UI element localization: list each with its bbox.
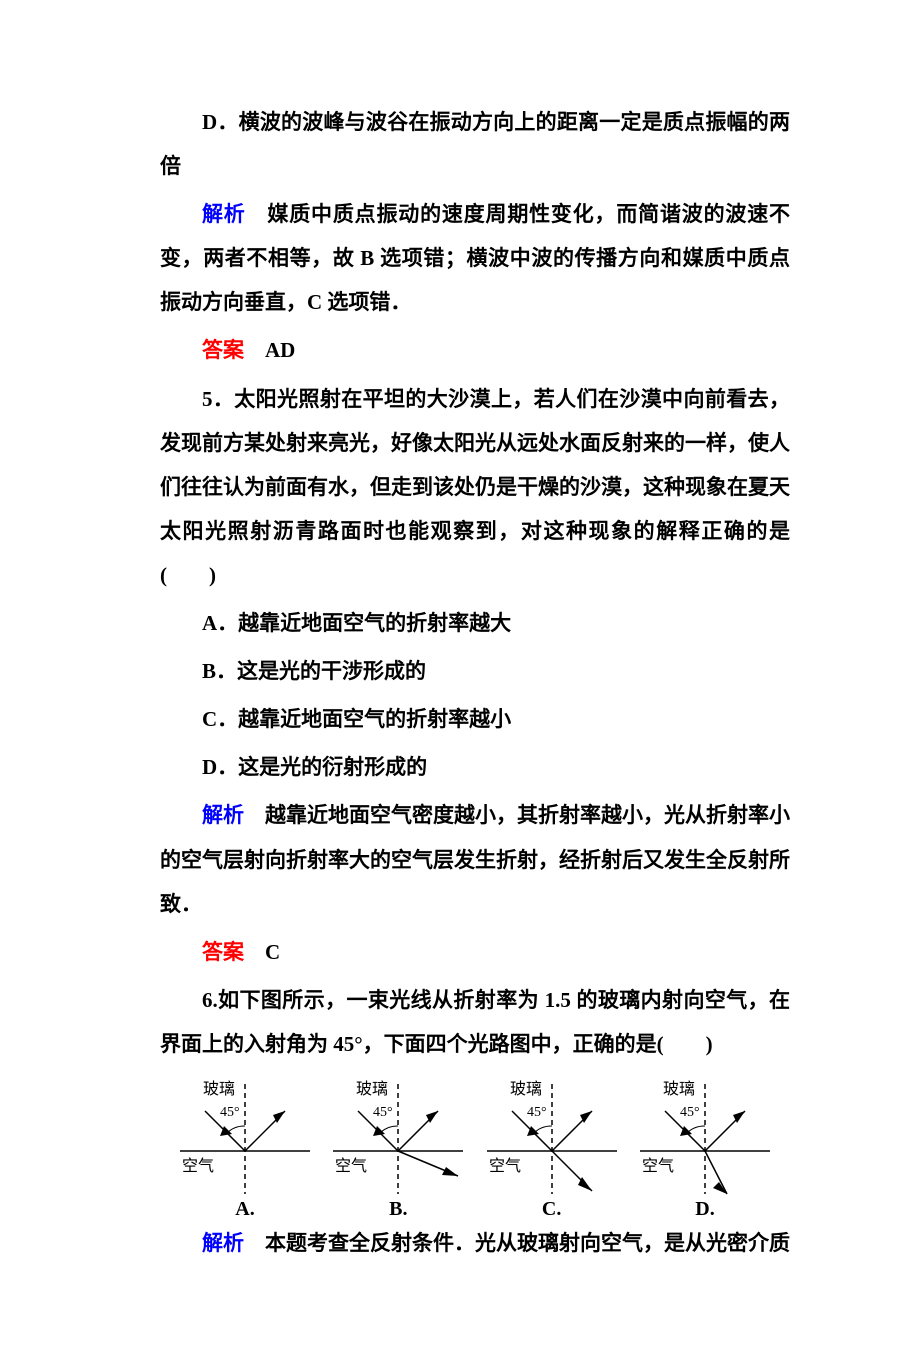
q6-diagram-c: 玻璃 45° 空气 C. — [477, 1076, 627, 1221]
diagram-b-svg: 玻璃 45° 空气 — [323, 1076, 473, 1196]
diagram-d-caption: D. — [630, 1198, 780, 1221]
q5-option-b: B．这是光的干涉形成的 — [160, 649, 790, 693]
q4-answer-text: AD — [244, 338, 295, 362]
page: D．横波的波峰与波谷在振动方向上的距离一定是质点振幅的两倍 解析 媒质中质点振动… — [0, 0, 920, 1369]
q4-analysis-text: 媒质中质点振动的速度周期性变化，而简谐波的波速不变，两者不相等，故 B 选项错；… — [160, 202, 790, 314]
svg-text:玻璃: 玻璃 — [203, 1080, 235, 1098]
q5-option-a: A．越靠近地面空气的折射率越大 — [160, 601, 790, 645]
svg-text:玻璃: 玻璃 — [663, 1080, 695, 1098]
analysis-label: 解析 — [202, 1231, 244, 1255]
svg-text:45°: 45° — [527, 1105, 547, 1120]
svg-text:玻璃: 玻璃 — [356, 1080, 388, 1098]
diagram-a-svg: 玻璃 45° 空气 — [170, 1076, 320, 1196]
diagram-a-caption: A. — [170, 1198, 320, 1221]
q4-option-d: D．横波的波峰与波谷在振动方向上的距离一定是质点振幅的两倍 — [160, 100, 790, 188]
diagram-c-svg: 玻璃 45° 空气 — [477, 1076, 627, 1196]
svg-text:玻璃: 玻璃 — [510, 1080, 542, 1098]
svg-text:空气: 空气 — [335, 1157, 367, 1175]
q5-analysis: 解析 越靠近地面空气密度越小，其折射率越小，光从折射率小的空气层射向折射率大的空… — [160, 793, 790, 925]
q6-diagram-b: 玻璃 45° 空气 B. — [323, 1076, 473, 1221]
answer-label: 答案 — [202, 940, 244, 964]
q4-answer: 答案 AD — [160, 328, 790, 372]
answer-label: 答案 — [202, 338, 244, 362]
q5-analysis-text: 越靠近地面空气密度越小，其折射率越小，光从折射率小的空气层射向折射率大的空气层发… — [160, 803, 790, 915]
q6-diagram-a: 玻璃 45° 空气 A. — [170, 1076, 320, 1221]
q6-analysis-text: 本题考查全反射条件．光从玻璃射向空气，是从光密介质 — [244, 1231, 790, 1255]
analysis-label: 解析 — [202, 202, 246, 226]
svg-text:45°: 45° — [373, 1105, 393, 1120]
svg-text:空气: 空气 — [489, 1157, 521, 1175]
q5-option-d: D．这是光的衍射形成的 — [160, 745, 790, 789]
diagram-b-caption: B. — [323, 1198, 473, 1221]
svg-text:45°: 45° — [680, 1105, 700, 1120]
svg-text:空气: 空气 — [642, 1157, 674, 1175]
q6-diagram-row: 玻璃 45° 空气 A. 玻璃 45° 空 — [170, 1076, 780, 1221]
analysis-label: 解析 — [202, 803, 244, 827]
q6-diagram-d: 玻璃 45° 空气 D. — [630, 1076, 780, 1221]
svg-text:45°: 45° — [220, 1105, 240, 1120]
q4-analysis: 解析 媒质中质点振动的速度周期性变化，而简谐波的波速不变，两者不相等，故 B 选… — [160, 192, 790, 324]
diagram-d-svg: 玻璃 45° 空气 — [630, 1076, 780, 1196]
svg-text:空气: 空气 — [182, 1157, 214, 1175]
q5-stem: 5．太阳光照射在平坦的大沙漠上，若人们在沙漠中向前看去，发现前方某处射来亮光，好… — [160, 377, 790, 597]
q6-analysis: 解析 本题考查全反射条件．光从玻璃射向空气，是从光密介质 — [160, 1221, 790, 1265]
q5-answer-text: C — [244, 940, 280, 964]
q6-stem: 6.如下图所示，一束光线从折射率为 1.5 的玻璃内射向空气，在界面上的入射角为… — [160, 978, 790, 1066]
q5-answer: 答案 C — [160, 930, 790, 974]
q5-option-c: C．越靠近地面空气的折射率越小 — [160, 697, 790, 741]
diagram-c-caption: C. — [477, 1198, 627, 1221]
